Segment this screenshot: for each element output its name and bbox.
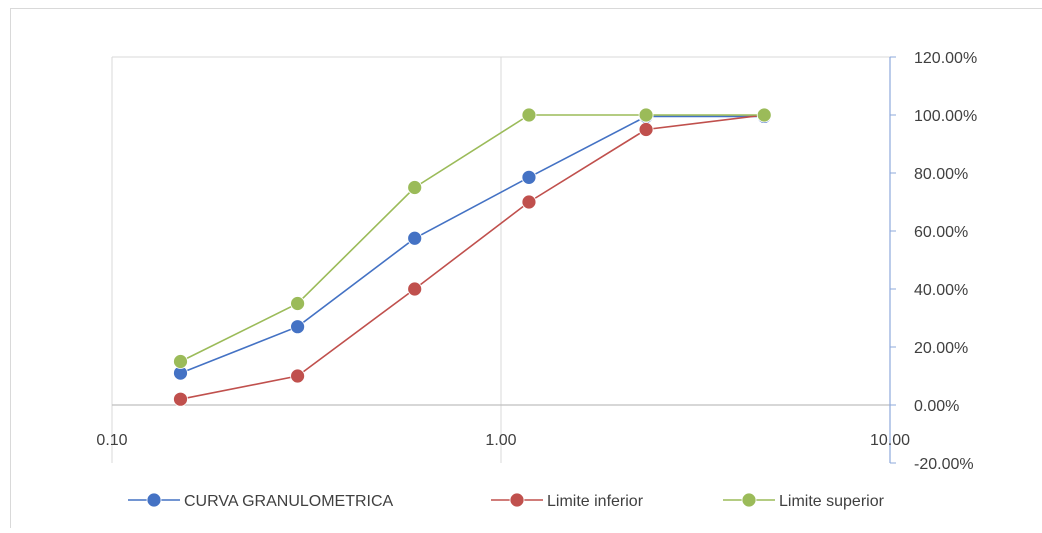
y-tick-label: -20.00% [914,456,974,473]
data-point [407,281,423,297]
series-line [180,115,765,374]
data-point [290,368,306,384]
axis-layer: -20.00% 0.00% 20.00% 40.00% 60.00% 80.00% 100.… [96,50,977,473]
data-point [290,319,306,335]
data-point [521,194,537,210]
legend-marker [509,492,525,508]
data-point [290,296,306,311]
legend-marker [741,492,757,508]
data-point [638,107,654,123]
y-tick-label: 100.00% [914,108,977,125]
data-point [521,169,537,185]
series-layer [173,107,772,407]
data-point [521,107,537,123]
data-point [407,180,423,195]
legend: CURVA GRANULOMETRICA Limite inferior Limit… [128,492,885,510]
x-tick-label: 1.00 [485,432,516,449]
grid-layer [111,56,891,463]
legend-marker [146,492,162,508]
series-line [180,114,765,400]
y-tick-label: 20.00% [914,340,968,357]
series-line [180,114,765,363]
data-point [173,354,188,369]
y-tick-label: 0.00% [914,398,959,415]
x-tick-label: 0.10 [96,432,127,449]
y-tick-label: 60.00% [914,224,968,241]
data-point [407,230,423,246]
y-tick-label: 40.00% [914,282,968,299]
data-point [756,107,772,123]
y-tick-label: 80.00% [914,166,968,183]
legend-label: Limite inferior [547,493,644,510]
legend-label: Limite superior [779,493,885,510]
chart-frame [10,8,1042,528]
y-tick-label: 120.00% [914,50,977,67]
data-point [173,391,188,407]
x-tick-label: 10.00 [870,432,910,449]
data-point [638,122,654,137]
legend-label: CURVA GRANULOMETRICA [184,493,394,510]
